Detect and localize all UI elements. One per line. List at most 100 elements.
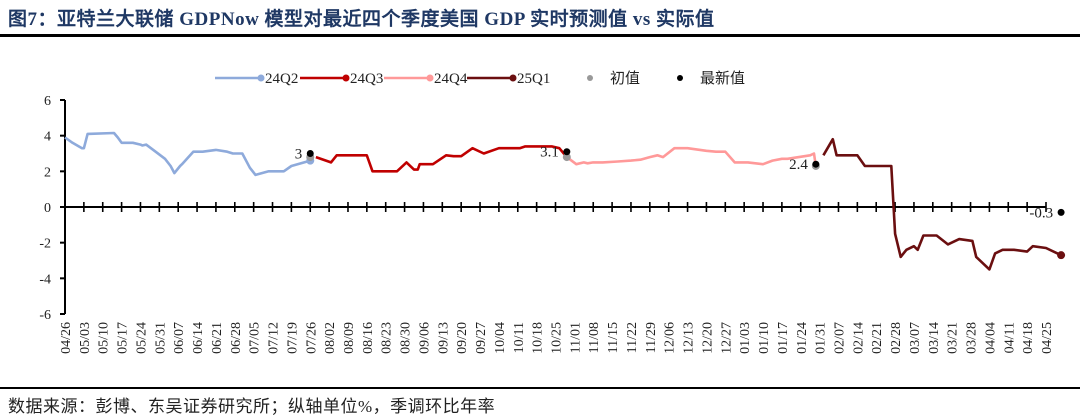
latest-value-label: 3 — [295, 147, 303, 163]
x-tick-label: 05/24 — [134, 322, 149, 354]
x-tick-label: 02/28 — [889, 322, 904, 354]
latest-value-label: 2.4 — [789, 157, 808, 173]
x-tick-label: 12/06 — [663, 322, 678, 354]
x-tick-label: 08/09 — [342, 322, 357, 354]
x-tick-label: 08/02 — [323, 322, 338, 354]
legend-label: 24Q3 — [350, 71, 383, 87]
x-tick-label: 11/22 — [625, 322, 640, 353]
legend-dot-icon — [342, 74, 350, 82]
legend-label: 24Q4 — [434, 71, 468, 87]
x-tick-label: 02/07 — [832, 322, 847, 354]
x-tick-label: 07/05 — [248, 322, 263, 354]
x-tick-label: 07/12 — [267, 322, 282, 354]
x-tick-label: 08/16 — [361, 322, 376, 354]
y-axis: 6 4 2 0 -2 -4 -6 — [39, 94, 66, 323]
latest-value-marker — [563, 148, 571, 156]
x-tick-label: 04/11 — [1002, 322, 1017, 353]
legend-item-初值: 初值 — [587, 70, 640, 87]
footer-divider — [0, 387, 1080, 389]
endpoint-marker-25Q1 — [1057, 251, 1066, 260]
latest-value-marker — [1057, 208, 1065, 216]
x-tick-label: 05/03 — [78, 322, 93, 354]
x-tick-label: 09/27 — [474, 322, 489, 354]
x-tick-label: 07/19 — [285, 322, 300, 354]
x-tick-label: 01/24 — [795, 322, 810, 354]
series-line-24Q3 — [315, 145, 568, 173]
x-tick-label: 11/08 — [587, 322, 602, 353]
initial-value-marker — [562, 153, 571, 162]
y-tick-label: -2 — [39, 237, 51, 252]
x-tick-label: 10/04 — [493, 322, 508, 354]
latest-value-marker — [812, 160, 820, 168]
x-tick-label: 10/18 — [531, 322, 546, 354]
y-tick-label: -6 — [39, 308, 51, 323]
x-tick-label: 04/04 — [983, 322, 998, 354]
series-line-24Q2 — [64, 131, 311, 177]
legend-item-24Q3: 24Q3 — [300, 71, 383, 87]
y-tick-label: -4 — [39, 272, 51, 287]
x-tick-label: 10/11 — [512, 322, 527, 353]
x-tick-label: 03/07 — [908, 322, 923, 354]
series-layer — [64, 131, 1062, 271]
x-tick-label: 09/06 — [417, 322, 432, 354]
x-tick-label: 09/13 — [436, 322, 451, 354]
x-tick-label: 09/20 — [455, 322, 470, 354]
x-tick-label: 01/31 — [814, 322, 829, 354]
legend-label: 最新值 — [700, 70, 745, 87]
series-line-24Q4 — [566, 146, 818, 167]
legend-item-25Q1: 25Q1 — [467, 71, 550, 87]
x-tick-label: 11/29 — [644, 322, 659, 353]
legend-item-24Q4: 24Q4 — [384, 71, 468, 87]
x-tick-label: 11/01 — [568, 322, 583, 353]
x-tick-label: 05/31 — [153, 322, 168, 354]
latest-value-label: -0.3 — [1029, 205, 1053, 221]
x-tick-label: 03/28 — [965, 322, 980, 354]
x-tick-label: 04/26 — [59, 322, 74, 354]
legend-label: 24Q2 — [265, 71, 298, 87]
chart-title: 图7：亚特兰大联储 GDPNow 模型对最近四个季度美国 GDP 实时预测值 v… — [8, 9, 715, 30]
x-tick-label: 05/10 — [97, 322, 112, 354]
title-divider — [0, 34, 1080, 37]
x-tick-label: 06/28 — [229, 322, 244, 354]
x-axis: 04/26 05/03 05/10 05/17 05/24 05/31 06/07 06/14… — [59, 202, 1055, 354]
legend-label: 初值 — [610, 70, 640, 87]
x-tick-label: 06/07 — [172, 322, 187, 354]
legend-dot-icon — [509, 74, 517, 82]
legend-dot-icon — [257, 74, 265, 82]
x-tick-label: 01/03 — [738, 322, 753, 354]
x-tick-label: 11/15 — [606, 322, 621, 353]
x-tick-label: 08/30 — [399, 322, 414, 354]
latest-value-marker — [306, 150, 314, 157]
x-tick-label: 10/25 — [550, 322, 565, 354]
legend-dot-icon — [587, 75, 593, 81]
x-tick-label: 02/21 — [870, 322, 885, 354]
y-tick-label: 2 — [44, 165, 51, 180]
x-tick-label: 01/10 — [757, 322, 772, 354]
x-tick-label: 12/13 — [682, 322, 697, 354]
x-tick-label: 03/21 — [946, 322, 961, 354]
x-tick-label: 07/26 — [304, 322, 319, 354]
x-tick-label: 08/23 — [380, 322, 395, 354]
legend-dot-icon — [426, 74, 434, 82]
marker-layer — [306, 148, 1066, 260]
latest-value-label: 3.1 — [540, 145, 559, 161]
x-tick-label: 04/25 — [1040, 322, 1055, 354]
annotation-layer: 3 3.1 2.4 -0.3 — [295, 145, 1053, 222]
y-tick-label: 0 — [44, 201, 51, 216]
x-tick-label: 05/17 — [116, 322, 131, 354]
legend-label: 25Q1 — [517, 71, 550, 87]
x-tick-label: 06/21 — [210, 322, 225, 354]
x-tick-label: 12/20 — [700, 322, 715, 354]
x-tick-label: 01/17 — [776, 322, 791, 354]
x-tick-label: 12/27 — [719, 322, 734, 354]
x-tick-label: 03/14 — [927, 322, 942, 354]
y-tick-label: 4 — [44, 130, 51, 145]
legend-item-24Q2: 24Q2 — [215, 71, 298, 87]
x-tick-label: 04/18 — [1021, 322, 1036, 354]
legend: 24Q2 24Q3 24Q4 25Q1 初值 最新值 — [215, 70, 745, 87]
series-line-25Q1 — [822, 137, 1062, 271]
y-tick-label: 6 — [44, 94, 51, 109]
legend-dot-icon — [677, 75, 683, 81]
source-note: 数据来源：彭博、东吴证券研究所；纵轴单位%，季调环比年率 — [8, 397, 496, 416]
gdpnow-line-chart: 24Q2 24Q3 24Q4 25Q1 初值 最新值 6 4 2 0 -2 -4 -6 04/26 05… — [39, 70, 1066, 354]
